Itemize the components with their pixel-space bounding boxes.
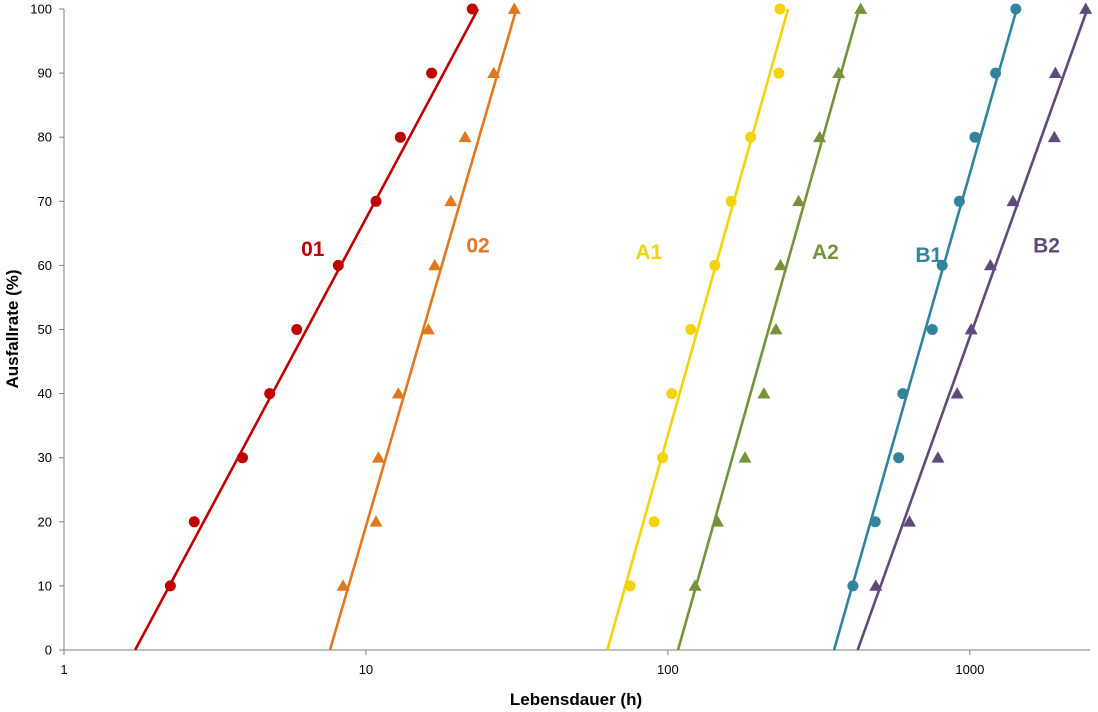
data-point-02 (444, 194, 458, 207)
data-point-02 (487, 66, 501, 78)
data-point-a1 (685, 324, 697, 335)
data-point-a1 (657, 452, 669, 464)
y-tick-label: 50 (38, 322, 52, 337)
data-point-02 (336, 579, 350, 591)
data-point-a2 (711, 515, 725, 527)
data-point-01 (466, 3, 478, 15)
y-tick-label: 60 (38, 258, 52, 273)
data-point-b2 (983, 258, 997, 271)
data-point-b1 (897, 388, 909, 400)
data-point-b1 (1010, 3, 1022, 15)
data-point-a1 (773, 67, 785, 79)
y-axis-title: Ausfallrate (%) (3, 269, 22, 388)
data-point-b1 (869, 516, 881, 528)
x-tick-label: 100 (657, 662, 679, 677)
data-point-a2 (688, 579, 702, 591)
data-point-b2 (950, 387, 964, 399)
data-point-02 (391, 387, 405, 399)
data-point-a2 (738, 451, 752, 463)
y-tick-label: 90 (38, 66, 52, 81)
y-tick-label: 70 (38, 194, 52, 209)
y-tick-label: 0 (45, 643, 52, 658)
data-point-b2 (1048, 66, 1062, 78)
fit-lines (133, 8, 1089, 651)
data-point-b2 (902, 515, 916, 527)
series-label-02: 02 (466, 235, 489, 258)
data-point-01 (188, 516, 200, 528)
data-point-01 (426, 67, 438, 79)
y-tick-label: 10 (38, 578, 52, 593)
y-tick-label: 30 (38, 450, 52, 465)
fit-line-02 (328, 8, 518, 651)
data-point-b2 (1006, 194, 1020, 207)
fit-line-a1 (606, 8, 790, 651)
data-point-b1 (990, 67, 1002, 79)
data-point-b1 (936, 259, 948, 271)
data-point-a2 (792, 194, 806, 207)
data-point-b2 (869, 579, 883, 591)
data-point-a1 (745, 131, 757, 143)
data-point-a1 (725, 195, 737, 207)
data-point-a2 (832, 66, 846, 78)
data-markers (164, 2, 1093, 592)
fit-line-a2 (676, 8, 861, 651)
fit-line-b1 (832, 8, 1018, 651)
data-point-01 (264, 388, 276, 400)
data-point-a1 (709, 259, 721, 271)
series-label-b2: B2 (1033, 235, 1060, 258)
data-point-a1 (666, 388, 678, 400)
x-tick-label: 10 (359, 662, 373, 677)
data-point-02 (369, 515, 383, 527)
series-label-01: 01 (301, 238, 325, 261)
series-labels: 01 02 A1 A2 B1 B2 (301, 235, 1060, 268)
y-tick-label: 80 (38, 130, 52, 145)
data-point-a2 (769, 323, 783, 335)
data-point-a2 (757, 387, 771, 399)
data-point-02 (428, 258, 442, 271)
data-point-b2 (964, 323, 978, 335)
data-point-01 (332, 259, 344, 271)
fit-line-01 (133, 8, 480, 651)
data-point-b1 (847, 580, 859, 592)
series-label-a2: A2 (812, 241, 839, 264)
data-point-01 (164, 580, 176, 592)
data-point-01 (236, 452, 248, 464)
x-tick-label: 1000 (955, 662, 984, 677)
data-point-01 (394, 131, 406, 143)
data-point-b1 (926, 324, 938, 335)
data-point-a1 (624, 580, 636, 592)
data-point-01 (370, 195, 382, 207)
data-point-a1 (648, 516, 660, 528)
series-label-a1: A1 (635, 241, 662, 264)
y-tick-label: 100 (30, 2, 52, 17)
data-point-a2 (773, 258, 787, 271)
data-point-02 (458, 130, 472, 143)
data-point-b1 (969, 131, 981, 143)
x-tick-label: 1 (60, 662, 67, 677)
data-point-a2 (813, 130, 827, 143)
data-point-b1 (953, 195, 965, 207)
data-point-02 (371, 451, 385, 463)
data-point-b2 (1047, 130, 1061, 143)
data-point-b2 (1079, 2, 1093, 14)
data-point-a1 (774, 3, 786, 15)
series-label-b1: B1 (915, 244, 942, 267)
data-point-b1 (893, 452, 905, 464)
data-point-02 (421, 323, 435, 335)
data-point-01 (291, 324, 303, 335)
data-point-a2 (854, 2, 868, 14)
y-tick-label: 20 (38, 514, 52, 529)
data-point-b2 (931, 451, 945, 463)
x-axis-title: Lebensdauer (h) (510, 690, 642, 709)
data-point-02 (507, 2, 521, 14)
y-tick-label: 40 (38, 386, 52, 401)
